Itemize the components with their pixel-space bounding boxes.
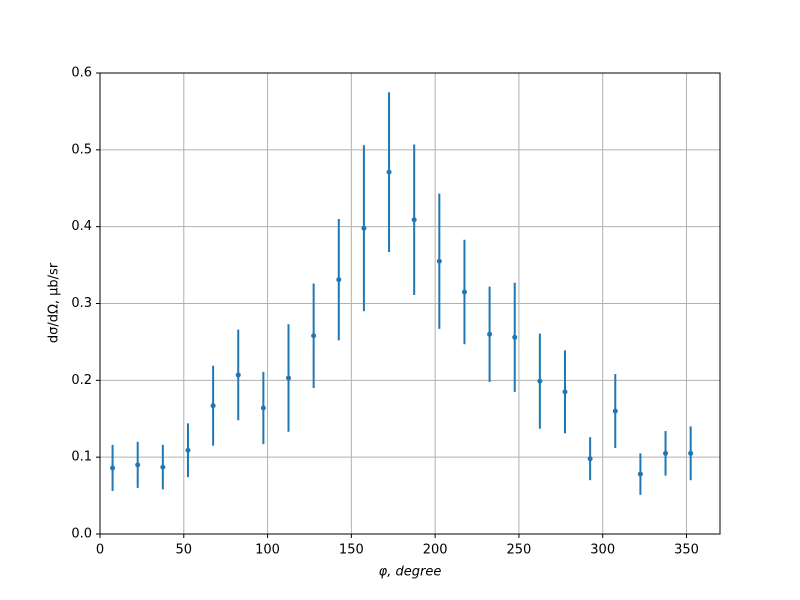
y-tick-label: 0.1 <box>71 450 92 465</box>
data-point <box>612 408 618 414</box>
y-tick-label: 0.6 <box>71 66 92 81</box>
data-point <box>537 378 543 384</box>
x-tick-label: 150 <box>339 543 364 558</box>
data-point <box>110 465 116 471</box>
data-point <box>160 464 166 470</box>
x-tick-label: 350 <box>674 543 699 558</box>
x-tick-label: 50 <box>176 543 193 558</box>
y-axis-label: dσ/dΩ, μb/sr <box>47 262 62 343</box>
data-point <box>361 225 367 231</box>
data-point <box>260 405 266 411</box>
x-axis-label: φ, degree <box>379 565 442 580</box>
data-point <box>336 277 342 283</box>
x-tick-label: 0 <box>96 543 104 558</box>
y-tick-label: 0.3 <box>71 296 92 311</box>
x-tick-label: 100 <box>255 543 280 558</box>
data-point <box>487 331 493 337</box>
data-point <box>286 375 292 381</box>
data-point <box>411 217 417 223</box>
data-point <box>663 450 669 456</box>
x-tick-label: 200 <box>423 543 448 558</box>
data-point <box>235 372 241 378</box>
y-tick-label: 0.2 <box>71 373 92 388</box>
plot-frame <box>99 72 721 535</box>
y-tick-label: 0.5 <box>71 142 92 157</box>
x-tick-label: 250 <box>507 543 532 558</box>
data-point <box>311 333 317 339</box>
x-tick-label: 300 <box>590 543 615 558</box>
data-point <box>688 450 694 456</box>
data-point <box>436 258 442 264</box>
data-point <box>637 471 643 477</box>
data-point <box>461 289 467 295</box>
data-point <box>562 389 568 395</box>
y-tick-label: 0.4 <box>71 219 92 234</box>
data-point <box>587 456 593 462</box>
y-tick-label: 0.0 <box>71 527 92 542</box>
data-point <box>135 462 141 468</box>
data-point <box>512 334 518 340</box>
data-point <box>185 447 191 453</box>
data-point <box>210 403 216 409</box>
data-point <box>386 169 392 175</box>
